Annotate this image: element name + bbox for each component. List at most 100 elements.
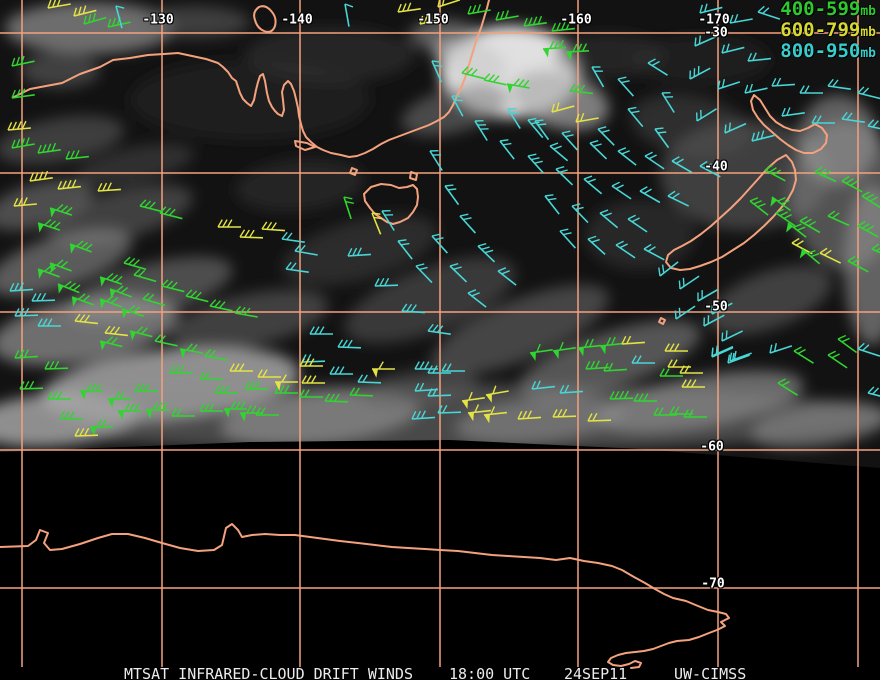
wind-barb: [37, 218, 61, 233]
longitude-label: -170: [698, 12, 730, 28]
wind-barb: [781, 107, 805, 117]
wind-barb: [204, 349, 228, 361]
wind-barb: [244, 381, 268, 390]
wind-barb: [527, 117, 544, 139]
wind-barb: [142, 292, 166, 307]
wind-barb: [609, 390, 634, 400]
wind-barb: [134, 383, 158, 392]
wind-barb: [661, 92, 675, 113]
cloud-blob: [630, 93, 750, 157]
wind-barb: [441, 363, 465, 372]
wind-barb: [427, 323, 451, 335]
wind-barb: [599, 336, 623, 355]
wind-barb: [499, 139, 515, 160]
wind-barb: [451, 95, 464, 117]
wind-barb: [529, 343, 553, 362]
legend-range: 400-599: [780, 0, 861, 20]
wind-barb: [214, 385, 238, 394]
wind-barb: [411, 410, 435, 420]
legend-unit: mb: [860, 25, 876, 40]
wind-barb: [551, 21, 575, 32]
wind-barb: [459, 213, 476, 234]
cloud-blob: [708, 265, 832, 335]
wind-barb: [299, 389, 323, 398]
wind-barb: [343, 196, 354, 220]
wind-barb: [507, 108, 521, 129]
wind-barb: [257, 369, 281, 378]
wind-barb: [793, 346, 814, 364]
wind-barb: [139, 199, 163, 213]
coastline-kangaroo-island: [294, 140, 316, 151]
wind-barb: [347, 247, 371, 257]
wind-barb: [14, 349, 38, 359]
cloud-blob: [140, 6, 250, 38]
wind-barb: [697, 288, 719, 302]
wind-barb: [71, 293, 94, 307]
wind-barb: [703, 314, 725, 327]
wind-barb: [841, 175, 863, 193]
wind-barb: [721, 330, 744, 342]
cloud-blob: [76, 143, 194, 187]
wind-barb: [699, 3, 723, 14]
wind-barb: [587, 235, 606, 255]
wind-barb: [477, 242, 496, 263]
cloud-blob: [20, 52, 100, 88]
wind-barb: [234, 306, 258, 318]
coastline-king-island: [349, 167, 358, 176]
wind-barb: [229, 363, 253, 372]
wind-barb: [644, 151, 665, 170]
wind-barb: [329, 366, 353, 375]
cloud-blob: [519, 320, 701, 400]
wind-barb: [569, 83, 593, 95]
wind-barb: [841, 111, 865, 123]
wind-barb: [294, 244, 318, 256]
wind-barb: [374, 277, 399, 287]
wind-barb: [129, 326, 153, 341]
wind-barb: [559, 384, 583, 394]
wind-barb: [199, 371, 223, 380]
wind-barb: [679, 365, 703, 374]
wind-barb: [667, 190, 690, 207]
wind-barb: [371, 212, 383, 235]
cloud-blob: [511, 70, 609, 130]
wind-barb: [658, 261, 679, 277]
wind-barb: [597, 126, 615, 146]
wind-barb: [73, 5, 97, 17]
wind-barb: [299, 358, 323, 367]
cloud-blob: [798, 95, 878, 185]
coastline-lake-eyre: [253, 5, 277, 33]
wind-barb: [349, 387, 374, 397]
wind-barb: [544, 194, 560, 215]
wind-barb: [517, 410, 541, 420]
wind-barb: [534, 119, 550, 141]
wind-barb: [344, 3, 354, 27]
wind-barb: [811, 115, 835, 124]
wind-barb: [217, 219, 241, 228]
longitude-label: -130: [142, 12, 174, 28]
latitude-label: -50: [704, 299, 728, 315]
wind-barb: [57, 280, 81, 294]
wind-barb: [255, 407, 279, 416]
legend-item: 600-799mb: [780, 21, 876, 42]
wind-barb: [591, 66, 605, 88]
wind-barb: [683, 409, 707, 418]
wind-barb: [467, 289, 487, 308]
wind-barb: [565, 43, 590, 61]
wind-barb: [449, 262, 468, 283]
wind-barb: [575, 112, 599, 123]
wind-barb: [751, 130, 775, 142]
wind-barb: [699, 160, 721, 178]
ir-cloud-field: [0, 2, 880, 452]
wind-barb: [57, 179, 81, 190]
wind-barb: [483, 406, 507, 424]
coastline-nz-north-island: [750, 94, 828, 154]
wind-barb: [799, 85, 823, 94]
wind-barb: [654, 127, 670, 149]
wind-barb: [681, 379, 705, 388]
wind-barb: [461, 391, 485, 410]
wind-barb: [551, 102, 575, 113]
wind-barb: [415, 263, 433, 284]
wind-barb: [749, 197, 769, 216]
